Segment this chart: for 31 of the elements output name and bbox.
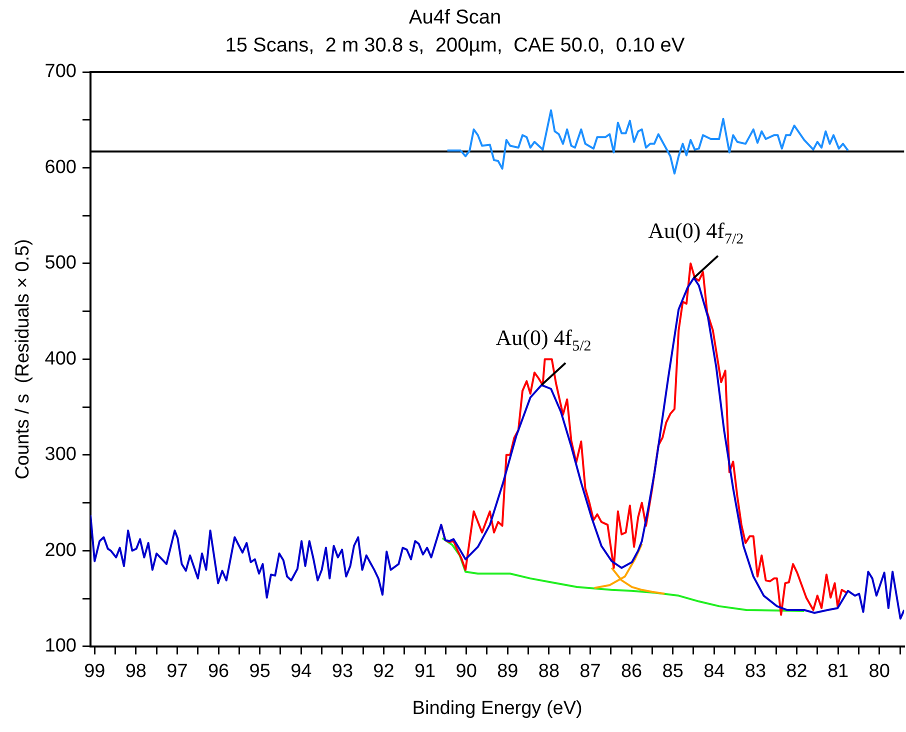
x-tick-label: 94 [290, 661, 312, 682]
x-tick-label: 85 [662, 661, 684, 682]
y-tick-label: 400 [44, 348, 76, 370]
chart-title: Au4f Scan [408, 6, 502, 29]
x-tick-label: 91 [414, 661, 436, 682]
y-tick-label: 600 [44, 156, 76, 178]
x-tick-label: 87 [580, 661, 601, 682]
x-tick-label: 93 [332, 661, 354, 682]
x-tick-label: 88 [538, 661, 560, 682]
y-tick-label: 200 [44, 540, 76, 561]
x-tick-label: 99 [84, 661, 106, 682]
x-tick-label: 80 [868, 661, 890, 682]
x-tick-label: 82 [786, 661, 808, 682]
x-tick-label: 83 [744, 661, 766, 682]
y-tick-label: 300 [44, 444, 76, 466]
y-tick-label: 700 [44, 61, 76, 82]
chart-subtitle: 15 Scans, 2 m 30.8 s, 200µm, CAE 50.0, 0.10 eV [225, 34, 686, 57]
x-axis-title: Binding Energy (eV) [412, 698, 582, 719]
y-tick-label: 100 [44, 636, 76, 657]
x-tick-label: 90 [456, 661, 477, 682]
x-tick-label: 84 [704, 661, 726, 682]
x-tick-label: 98 [125, 661, 146, 682]
y-axis-title: Counts / s (Residuals × 0.5) [12, 239, 34, 480]
x-tick-label: 95 [249, 661, 270, 682]
x-tick-label: 97 [166, 661, 188, 682]
x-tick-label: 89 [497, 661, 518, 682]
x-tick-label: 96 [208, 661, 230, 682]
x-tick-label: 81 [827, 661, 849, 682]
y-tick-label: 500 [44, 252, 76, 274]
x-tick-label: 86 [620, 661, 642, 682]
x-tick-label: 92 [373, 661, 394, 682]
